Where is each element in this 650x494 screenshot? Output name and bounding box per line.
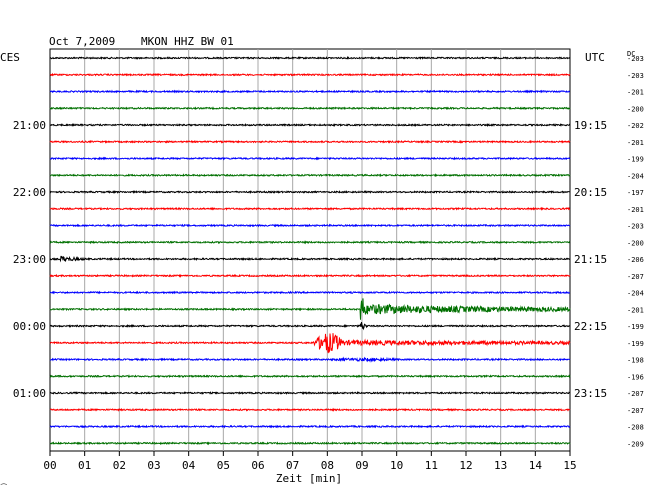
seismic-trace [49, 55, 571, 60]
dc-offset-label: -201 [627, 89, 644, 97]
dc-offset-label: -207 [627, 273, 644, 281]
left-time-label: 00:00 [13, 320, 46, 333]
left-timezone-label: CES [0, 51, 20, 64]
grid-lines [84, 49, 536, 451]
seismic-trace [49, 122, 571, 128]
seismic-trace [49, 407, 571, 412]
x-tick-label: 04 [182, 459, 196, 472]
dc-offset-label: -201 [627, 139, 644, 147]
right-time-label: 23:15 [574, 387, 607, 400]
dc-offset-label: -201 [627, 206, 644, 214]
seismic-trace [49, 189, 571, 194]
seismic-trace [49, 374, 571, 379]
x-tick-label: 03 [147, 459, 160, 472]
dc-offset-label: -202 [627, 122, 644, 130]
dc-offset-label: -199 [627, 156, 644, 164]
dc-offset-label: -200 [627, 105, 644, 113]
seismic-trace [49, 255, 571, 263]
dc-offset-label: -207 [627, 407, 644, 415]
dc-offset-label: -209 [627, 440, 644, 448]
seismic-trace [49, 223, 571, 228]
x-tick-label: 01 [78, 459, 91, 472]
x-axis-label: Zeit [min] [276, 472, 342, 485]
right-time-label: 22:15 [574, 320, 607, 333]
x-tick-label: 06 [251, 459, 264, 472]
dc-offset-label: -201 [627, 306, 644, 314]
seismic-trace [49, 424, 571, 429]
x-axis: 00 01 02 03 04 05 06 07 08 09 10 11 12 13 14 15 [43, 451, 577, 472]
x-tick-label: 13 [494, 459, 507, 472]
dc-offset-label: -197 [627, 189, 644, 197]
dc-offset-label: -204 [627, 290, 644, 298]
right-time-labels: 19:15 20:15 21:15 22:15 23:15 [574, 119, 607, 400]
dc-offset-label: -198 [627, 357, 644, 365]
left-time-label: 22:00 [13, 186, 46, 199]
dc-offset-label: -208 [627, 424, 644, 432]
dc-offset-label: -203 [627, 223, 644, 231]
x-tick-label: 14 [529, 459, 543, 472]
x-tick-label: 15 [563, 459, 576, 472]
x-tick-label: 02 [113, 459, 126, 472]
x-tick-label: 05 [217, 459, 230, 472]
right-timezone-label: UTC [585, 51, 605, 64]
seismic-trace [49, 72, 571, 77]
left-time-label: 21:00 [13, 119, 46, 132]
dc-offset-label: -203 [627, 55, 644, 63]
seismic-trace [49, 106, 571, 111]
x-tick-label: 11 [425, 459, 438, 472]
dc-offset-label: -203 [627, 72, 644, 80]
seismic-trace [49, 391, 571, 395]
seismic-trace [49, 206, 571, 211]
seismic-trace [49, 356, 571, 363]
x-tick-label: 09 [355, 459, 368, 472]
seismic-trace [49, 173, 571, 178]
dc-offset-labels: -203 -203 -201 -200 -202 -201 -199 -204 -197 -201… [627, 55, 644, 448]
seismic-trace [49, 89, 571, 94]
dc-offset-label: -207 [627, 390, 644, 398]
seismic-trace [49, 333, 571, 354]
x-tick-label: 12 [459, 459, 472, 472]
dc-offset-label: -204 [627, 172, 644, 180]
seismic-trace [49, 139, 571, 144]
corner-mark: ⁀ [0, 483, 7, 492]
date-label: Oct 7,2009 [49, 35, 115, 48]
left-time-label: 23:00 [13, 253, 46, 266]
seismic-trace [49, 298, 571, 320]
seismic-trace [49, 290, 571, 295]
right-time-label: 19:15 [574, 119, 607, 132]
dc-offset-label: -196 [627, 373, 644, 381]
dc-offset-label: -199 [627, 340, 644, 348]
x-tick-label: 07 [286, 459, 299, 472]
station-label: MKON HHZ BW 01 [141, 35, 234, 48]
left-time-labels: 21:00 22:00 23:00 00:00 01:00 [13, 119, 46, 400]
dc-label: DC [627, 50, 635, 58]
dc-offset-label: -200 [627, 239, 644, 247]
seismic-trace [49, 156, 571, 161]
x-tick-label: 10 [390, 459, 403, 472]
seismic-trace [49, 240, 571, 245]
right-time-label: 21:15 [574, 253, 607, 266]
right-time-label: 20:15 [574, 186, 607, 199]
plot-frame [49, 48, 571, 452]
left-time-label: 01:00 [13, 387, 46, 400]
x-tick-label: 00 [43, 459, 56, 472]
seismic-trace [49, 441, 571, 446]
x-tick-label: 08 [321, 459, 334, 472]
dc-offset-label: -199 [627, 323, 644, 331]
seismic-trace [49, 273, 571, 278]
dc-offset-label: -206 [627, 256, 644, 264]
traces [49, 55, 571, 446]
seismic-trace [49, 321, 571, 331]
